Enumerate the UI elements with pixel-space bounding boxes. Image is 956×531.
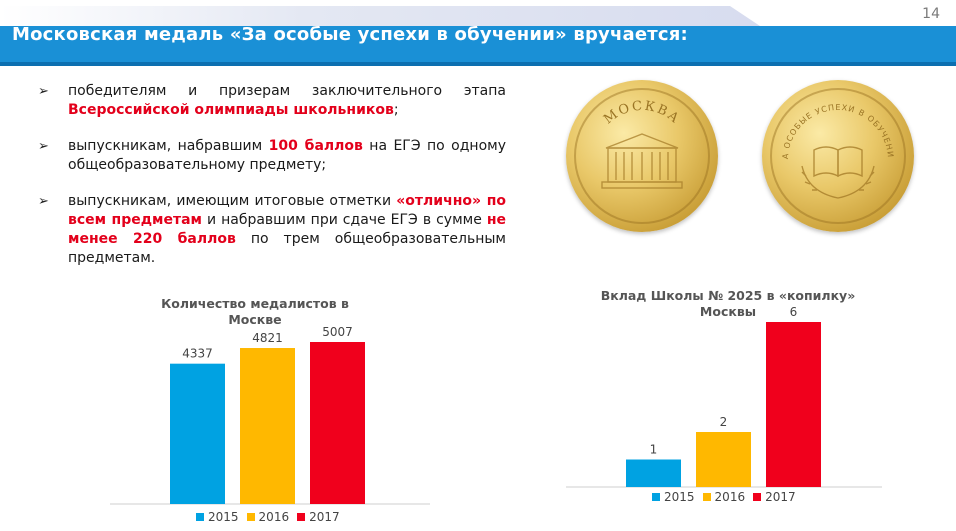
legend-item-2015: 2015 <box>652 490 695 504</box>
legend-swatch <box>652 493 660 501</box>
bullet-text: выпускникам, имеющим итоговые отметки <box>68 193 397 209</box>
bullet-item: ➢ победителям и призерам заключительного … <box>36 82 506 120</box>
legend-swatch <box>753 493 762 501</box>
medal-rim <box>574 88 710 224</box>
highlighted-text: Всероссийской олимпиады школьников <box>68 102 394 118</box>
chart-title: Вклад Школы № 2025 в «копилку» Москвы <box>600 288 856 319</box>
page-number: 14 <box>922 6 940 22</box>
legend-item-2015: 2015 <box>196 510 239 524</box>
bar-2017 <box>766 322 821 487</box>
open-book-wreath-icon: ЗА ОСОБЫЕ УСПЕХИ В ОБУЧЕНИИ <box>762 80 894 199</box>
data-label: 6 <box>790 305 798 319</box>
data-label: 5007 <box>322 325 353 339</box>
medal-front-text: МОСКВА <box>601 99 681 128</box>
bar-2015 <box>170 363 225 504</box>
building-emblem-icon: МОСКВА <box>601 99 683 189</box>
bullet-arrow-icon: ➢ <box>38 139 49 154</box>
legend-item-2017: 2017 <box>297 510 340 524</box>
bullet-text: на ЕГЭ по одному общеобразовательному пр… <box>68 138 506 173</box>
data-label: 4821 <box>252 331 283 345</box>
legend-item-2016: 2016 <box>246 510 290 524</box>
legend-label: 2017 <box>765 490 796 504</box>
legend-swatch <box>297 513 306 521</box>
school-contribution-chart: Вклад Школы № 2025 в «копилку» Москвы 1 2… <box>566 284 882 510</box>
data-label: 1 <box>650 443 658 457</box>
bar-2016 <box>240 348 295 504</box>
medal-rim <box>770 88 906 224</box>
medalists-chart: Количество медалистов в Москве 4337 4821 5… <box>110 292 430 531</box>
bullet-text: ; <box>393 102 399 118</box>
moscow-medal-front-image: МОСКВА <box>566 80 718 232</box>
chart-legend: 2015 2016 2017 <box>196 510 348 524</box>
legend-item-2016: 2016 <box>702 490 746 504</box>
bullet-arrow-icon: ➢ <box>38 84 49 99</box>
bullet-item: ➢ выпускникам, набравшим 100 баллов на ЕГ… <box>36 137 506 175</box>
legend-label: 2016 <box>258 510 290 524</box>
bullet-item: ➢ выпускникам, имеющим итоговые отметки «… <box>36 192 506 268</box>
svg-text:МОСКВА: МОСКВА <box>601 99 683 128</box>
legend-label: 2016 <box>714 490 746 504</box>
slide-title: Московская медаль «За особые успехи в об… <box>12 24 688 45</box>
bar-2016 <box>696 432 751 487</box>
legend-item-2017: 2017 <box>753 490 796 504</box>
chart-legend: 2015 2016 2017 <box>652 490 804 504</box>
moscow-medal-back-image: ЗА ОСОБЫЕ УСПЕХИ В ОБУЧЕНИИ <box>762 80 914 232</box>
bullet-text: выпускникам, набравшим <box>68 138 269 154</box>
title-bar: Московская медаль «За особые успехи в об… <box>0 26 956 66</box>
data-label: 2 <box>720 415 728 429</box>
medalists-bar-plot: 4337 4821 5007 <box>110 325 430 505</box>
legend-swatch <box>196 513 204 521</box>
legend-label: 2017 <box>309 510 340 524</box>
highlighted-text: 100 баллов <box>268 138 363 154</box>
legend-swatch <box>246 513 255 521</box>
bar-2017 <box>310 342 365 504</box>
bullet-arrow-icon: ➢ <box>38 194 49 209</box>
bullet-text: победителям и призерам заключительного э… <box>68 83 506 99</box>
top-decor-band <box>0 6 760 26</box>
data-label: 4337 <box>182 347 213 361</box>
legend-label: 2015 <box>208 510 239 524</box>
bar-2015 <box>626 459 681 487</box>
bullet-text: и набравшим при сдаче ЕГЭ в сумме <box>201 212 487 228</box>
school-bar-plot: 1 2 6 <box>566 305 882 488</box>
highlighted-text: не менее 220 баллов <box>68 212 506 247</box>
bullet-list: ➢ победителям и призерам заключительного … <box>36 82 506 285</box>
legend-label: 2015 <box>664 490 695 504</box>
bullet-text: по трем общеобразовательным предметам. <box>68 231 506 266</box>
chart-title: Количество медалистов в Москве <box>161 296 349 327</box>
highlighted-text: «отлично» по всем предметам <box>68 193 506 228</box>
legend-swatch <box>702 493 711 501</box>
